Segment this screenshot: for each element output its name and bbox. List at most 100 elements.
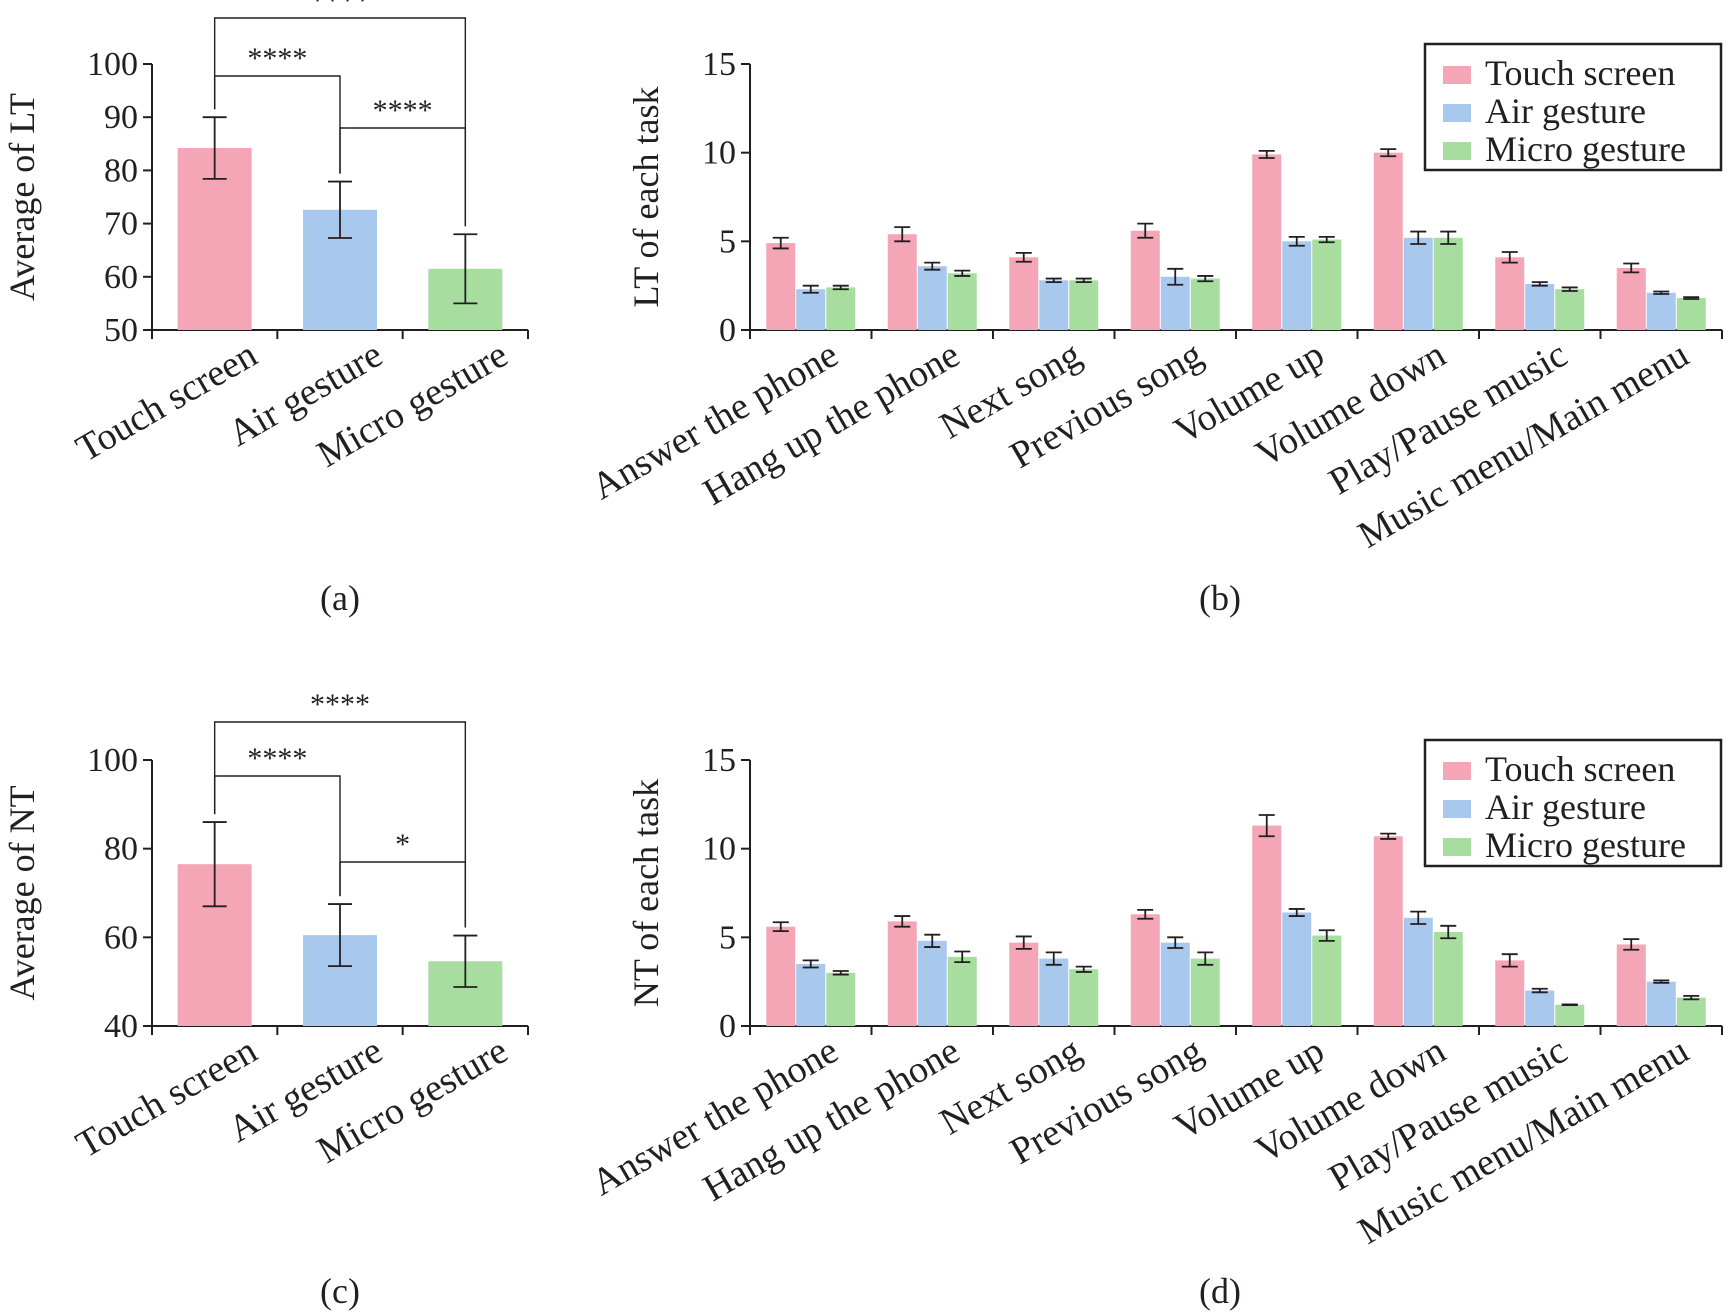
bar bbox=[1433, 932, 1463, 1026]
bar bbox=[1525, 990, 1555, 1026]
legend-box bbox=[1423, 738, 1723, 868]
y-axis-title: NT of each task bbox=[626, 779, 666, 1007]
legend-label: Air gesture bbox=[1485, 787, 1646, 827]
bar bbox=[1039, 280, 1069, 330]
bar bbox=[1616, 944, 1646, 1026]
x-category-label: Touch screen bbox=[69, 1029, 264, 1166]
bar bbox=[1252, 154, 1282, 330]
bar bbox=[1009, 257, 1039, 330]
y-axis-title: LT of each task bbox=[626, 87, 666, 308]
bar bbox=[1039, 958, 1069, 1026]
legend-swatch bbox=[1443, 838, 1471, 856]
bar bbox=[1373, 836, 1403, 1026]
bar bbox=[1312, 935, 1342, 1026]
y-tick-label: 10 bbox=[702, 135, 736, 172]
significance-label: * bbox=[395, 828, 410, 861]
bar bbox=[1282, 241, 1312, 330]
panel-label: (d) bbox=[1199, 1271, 1241, 1311]
y-tick-label: 100 bbox=[87, 46, 138, 83]
legend-swatch bbox=[1443, 800, 1471, 818]
legend-label: Micro gesture bbox=[1485, 825, 1686, 865]
significance-bracket bbox=[213, 721, 467, 928]
panel-label: (b) bbox=[1199, 578, 1241, 618]
y-tick-label: 100 bbox=[87, 742, 138, 779]
bar bbox=[1282, 912, 1312, 1026]
bar bbox=[887, 921, 917, 1026]
y-tick-label: 15 bbox=[702, 742, 736, 779]
y-tick-label: 40 bbox=[104, 1008, 138, 1045]
panel-label: (c) bbox=[320, 1271, 360, 1311]
legend-label: Micro gesture bbox=[1485, 129, 1686, 169]
y-tick-label: 10 bbox=[702, 831, 736, 868]
bar bbox=[917, 940, 947, 1026]
y-tick-label: 80 bbox=[104, 152, 138, 189]
y-tick-label: 5 bbox=[719, 919, 736, 956]
legend-label: Air gesture bbox=[1485, 91, 1646, 131]
bar bbox=[796, 289, 826, 330]
bar bbox=[1403, 237, 1433, 330]
y-tick-label: 0 bbox=[719, 312, 736, 349]
bar bbox=[1646, 292, 1676, 330]
bar bbox=[887, 234, 917, 330]
bar bbox=[1252, 825, 1282, 1026]
bar bbox=[1190, 278, 1220, 330]
y-tick-label: 90 bbox=[104, 99, 138, 136]
significance-label: **** bbox=[310, 688, 370, 721]
y-tick-label: 60 bbox=[104, 919, 138, 956]
legend-label: Touch screen bbox=[1485, 749, 1675, 789]
significance-bracket bbox=[213, 17, 467, 227]
bar bbox=[947, 956, 977, 1026]
significance-label: **** bbox=[247, 742, 307, 775]
bar bbox=[1312, 239, 1342, 330]
bar bbox=[1616, 267, 1646, 330]
y-tick-label: 70 bbox=[104, 206, 138, 243]
bar bbox=[1069, 969, 1099, 1026]
legend-swatch bbox=[1443, 142, 1471, 160]
significance-label: **** bbox=[247, 42, 307, 75]
bar bbox=[1130, 914, 1160, 1026]
y-tick-label: 60 bbox=[104, 259, 138, 296]
legend-swatch bbox=[1443, 762, 1471, 780]
bar bbox=[1403, 917, 1433, 1026]
x-category-label: Touch screen bbox=[69, 333, 264, 470]
significance-bracket bbox=[339, 861, 467, 928]
y-tick-label: 80 bbox=[104, 831, 138, 868]
bar bbox=[826, 972, 856, 1026]
bar bbox=[1495, 257, 1525, 330]
significance-label: **** bbox=[373, 94, 433, 127]
bar bbox=[826, 287, 856, 330]
bar bbox=[1433, 237, 1463, 330]
significance-label: **** bbox=[310, 0, 370, 17]
bar bbox=[917, 266, 947, 330]
bar bbox=[1495, 960, 1525, 1026]
y-axis-title: Average of NT bbox=[2, 785, 42, 1000]
bar bbox=[1525, 283, 1555, 330]
bar bbox=[1069, 280, 1099, 330]
bar bbox=[766, 243, 796, 330]
legend-swatch bbox=[1443, 104, 1471, 122]
y-tick-label: 0 bbox=[719, 1008, 736, 1045]
bar bbox=[1130, 230, 1160, 330]
legend-box bbox=[1423, 42, 1723, 172]
bar bbox=[1009, 942, 1039, 1026]
panel-label: (a) bbox=[320, 578, 360, 618]
bar bbox=[1676, 997, 1706, 1026]
y-axis-title: Average of LT bbox=[2, 93, 42, 301]
y-tick-label: 5 bbox=[719, 223, 736, 260]
bar bbox=[1555, 1004, 1585, 1026]
bar bbox=[796, 963, 826, 1026]
bar bbox=[1160, 942, 1190, 1026]
y-tick-label: 15 bbox=[702, 46, 736, 83]
bar bbox=[1646, 981, 1676, 1026]
legend-swatch bbox=[1443, 66, 1471, 84]
bar bbox=[1555, 289, 1585, 330]
bar bbox=[1190, 958, 1220, 1026]
bar bbox=[766, 926, 796, 1026]
